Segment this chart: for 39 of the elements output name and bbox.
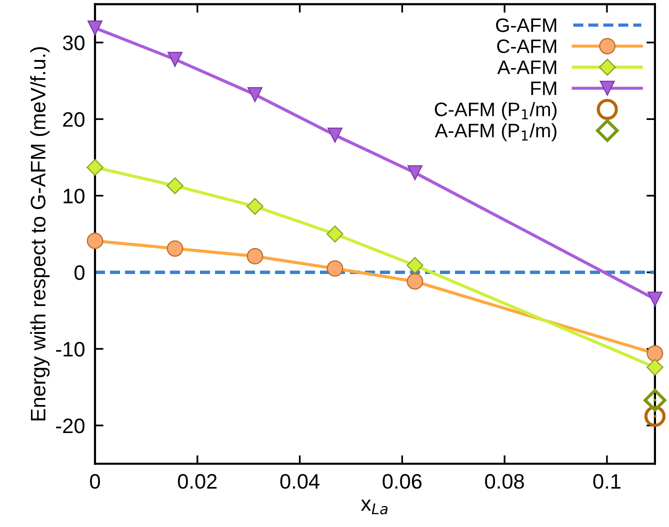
point — [326, 260, 344, 277]
point — [326, 226, 344, 242]
legend-label: A-AFM — [497, 60, 556, 74]
legend-label: FM — [531, 82, 556, 96]
x-tick-label: 0.04 — [280, 474, 320, 489]
point — [167, 52, 182, 67]
x-tick-label: 0.02 — [178, 474, 217, 489]
legend-label: A-AFM (P$_{1}$/m) — [434, 123, 556, 142]
point — [166, 177, 184, 194]
point — [246, 198, 264, 215]
point — [166, 240, 184, 257]
y-tick-label: -10 — [56, 342, 84, 357]
point — [406, 273, 424, 290]
y-tick-label: 30 — [62, 36, 84, 50]
point — [246, 248, 264, 264]
point — [646, 345, 664, 362]
y-axis-title: Energy with respect to G-AFM (meV/f.u.) — [30, 47, 50, 420]
legend-label: G-AFM — [496, 18, 556, 32]
point — [647, 292, 662, 307]
y-tick-label: 10 — [64, 188, 84, 204]
point — [88, 20, 102, 36]
y-tick-label: 20 — [63, 112, 84, 127]
point — [646, 358, 664, 376]
y-tick-label: 0 — [74, 265, 84, 280]
point — [327, 128, 342, 143]
point — [644, 388, 666, 412]
x-tick-label: 0.1 — [593, 474, 620, 489]
point — [247, 87, 262, 102]
point — [407, 165, 422, 180]
legend-label: C-AFM (P$_{1}$/m) — [434, 102, 557, 120]
x-tick-label: 0 — [90, 474, 100, 489]
legend-label: C-AFM — [497, 39, 556, 54]
point — [86, 232, 104, 250]
y-tick-label: -20 — [56, 418, 84, 434]
point — [86, 158, 104, 176]
x-axis-title: x$_{La}$ — [361, 500, 388, 514]
x-tick-label: 0.06 — [382, 474, 422, 489]
point — [406, 256, 424, 274]
x-tick-label: 0.08 — [485, 474, 524, 489]
